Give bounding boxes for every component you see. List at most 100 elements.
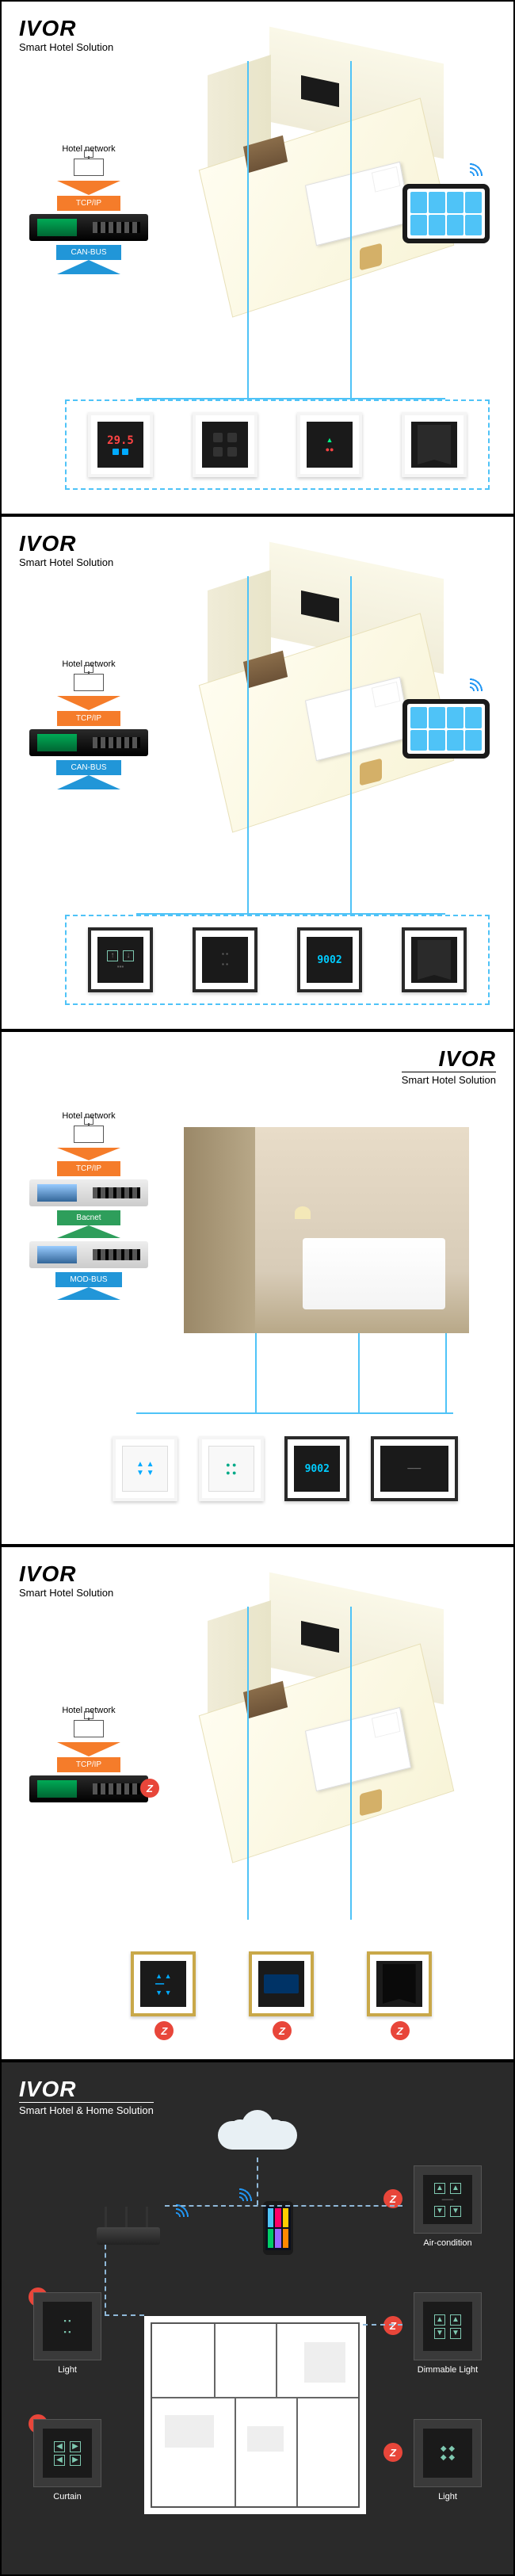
room-isometric (184, 49, 485, 303)
doorbell-panel: 9002 (284, 1436, 349, 1501)
zigbee-icon (154, 2021, 174, 2040)
connection-line (363, 2324, 402, 2326)
dimmable-label: Dimmable Light (418, 2365, 478, 2375)
connection-line (257, 2157, 258, 2205)
switch-panel (193, 412, 258, 477)
light-device-left: ▪ ▪▪ ▪ Light (33, 2292, 101, 2375)
tcpip-badge: TCP/IP (57, 196, 120, 211)
tcpip-badge: TCP/IP (57, 1161, 120, 1176)
keycard-wrap (367, 1951, 432, 2016)
thermostat-panel: ▲ ▲▼ ▼ (113, 1436, 177, 1501)
panel-5-home-solution: IVOR Smart Hotel & Home Solution ▲▲━━━▼▼… (0, 2061, 515, 2576)
rcu-device (29, 729, 148, 756)
subtitle: Smart Hotel Solution (19, 41, 113, 53)
panel-2-canbus-black: IVOR Smart Hotel Solution Hotel network … (0, 515, 515, 1030)
panel-3-bacnet-modbus: IVOR Smart Hotel Solution Hotel network … (0, 1030, 515, 1546)
arrow-down-icon (57, 181, 120, 195)
logo-block: IVOR Smart Hotel Solution (19, 531, 113, 568)
connection-line (105, 2245, 144, 2316)
network-stack: Hotel network TCP/IP CAN-BUS (17, 144, 160, 274)
thermostat-panel: ↑↓▪▪▪ (88, 927, 153, 992)
keycard-panel (402, 412, 467, 477)
subtitle-home: Smart Hotel & Home Solution (19, 2102, 154, 2116)
room-number: 9002 (305, 1463, 330, 1475)
device-row: ▲ ▲▼ ▼ ● ●● ● 9002 ━━━━ (105, 1425, 466, 1512)
brand-logo: IVOR (402, 1046, 496, 1072)
rcu-device-2 (29, 1241, 148, 1268)
control-tablet (402, 184, 490, 243)
device-row: 29.5 ▲●● (65, 399, 490, 490)
thermostat-panel: ▲ ▲━━▼ ▼ (131, 1951, 196, 2016)
logo-block: IVOR Smart Hotel & Home Solution (19, 2077, 154, 2116)
logo-block: IVOR Smart Hotel Solution (19, 1561, 113, 1599)
modbus-badge: MOD-BUS (55, 1272, 121, 1287)
connection-line (247, 61, 249, 398)
wifi-icon (470, 160, 486, 181)
keycard-panel (402, 927, 467, 992)
connection-line (350, 61, 352, 398)
network-stack: Hotel network TCP/IP Bacnet MOD-BUS (17, 1111, 160, 1300)
keycard-panel (367, 1951, 432, 2016)
subtitle: Smart Hotel Solution (402, 1072, 496, 1086)
network-stack: Hotel network TCP/IP (17, 1706, 160, 1806)
device-row: ↑↓▪▪▪ ▪ ▪▪ ▪ 9002 (65, 915, 490, 1005)
subtitle: Smart Hotel Solution (19, 556, 113, 568)
zigbee-icon (383, 2316, 402, 2335)
ac-device: ▲▲━━━▼▼ Air-condition (414, 2165, 482, 2248)
network-stack: Hotel network TCP/IP CAN-BUS (17, 659, 160, 789)
floorplan (144, 2316, 366, 2514)
network-icon (74, 674, 104, 691)
rcu-device (29, 214, 148, 241)
logo-block: IVOR Smart Hotel Solution (402, 1046, 496, 1086)
curtain-device: ◀▶◀▶ Curtain (33, 2419, 101, 2501)
room-isometric (184, 564, 485, 818)
wifi-icon (470, 675, 486, 696)
display-wrap (249, 1951, 314, 2016)
tcpip-badge: TCP/IP (57, 711, 120, 726)
wifi-router (97, 2213, 168, 2245)
wifi-icon (239, 2185, 255, 2206)
tcpip-badge: TCP/IP (57, 1757, 120, 1772)
zigbee-icon (383, 2443, 402, 2462)
wifi-icon (176, 2201, 192, 2222)
brand-logo: IVOR (19, 2077, 154, 2102)
control-tablet (402, 699, 490, 759)
panel-1-canbus-white: IVOR Smart Hotel Solution Hotel network … (0, 0, 515, 515)
network-icon (74, 159, 104, 176)
arrow-up-icon (57, 260, 120, 274)
dimmable-device: ▲▲▼▼ Dimmable Light (414, 2292, 482, 2375)
keycard-panel: ━━━━ (371, 1436, 458, 1501)
thermostat-wrap: ▲ ▲━━▼ ▼ (131, 1951, 196, 2016)
room-photo (184, 1127, 469, 1333)
light-label: Light (58, 2365, 77, 2375)
switch-panel: ● ●● ● (199, 1436, 264, 1501)
panel-4-zigbee: IVOR Smart Hotel Solution Hotel network … (0, 1546, 515, 2061)
cloud-icon (218, 2110, 297, 2150)
logo-block: IVOR Smart Hotel Solution (19, 16, 113, 53)
doorbell-panel: 9002 (297, 927, 362, 992)
zigbee-icon (140, 1779, 159, 1798)
ac-label: Air-condition (423, 2238, 471, 2248)
bacnet-badge: Bacnet (57, 1210, 120, 1225)
brand-logo: IVOR (19, 1561, 113, 1587)
room-number: 9002 (317, 954, 341, 966)
subtitle: Smart Hotel Solution (19, 1587, 113, 1599)
device-row: ▲ ▲━━▼ ▼ (113, 1940, 450, 2028)
connection-line (165, 2205, 402, 2207)
rcu-device-1 (29, 1179, 148, 1206)
room-isometric (184, 1595, 485, 1848)
light-device-right: ◆ ◆◆ ◆ Light (414, 2419, 482, 2501)
thermostat-panel: 29.5 (88, 412, 153, 477)
light-label: Light (438, 2492, 457, 2501)
smartphone (263, 2201, 293, 2255)
switch-panel: ▪ ▪▪ ▪ (193, 927, 258, 992)
curtain-label: Curtain (53, 2492, 81, 2501)
display-panel (249, 1951, 314, 2016)
rcu-gateway (29, 1775, 148, 1802)
brand-logo: IVOR (19, 16, 113, 41)
canbus-badge: CAN-BUS (56, 760, 120, 775)
brand-logo: IVOR (19, 531, 113, 556)
zigbee-icon (391, 2021, 410, 2040)
canbus-badge: CAN-BUS (56, 245, 120, 260)
doorbell-panel: ▲●● (297, 412, 362, 477)
